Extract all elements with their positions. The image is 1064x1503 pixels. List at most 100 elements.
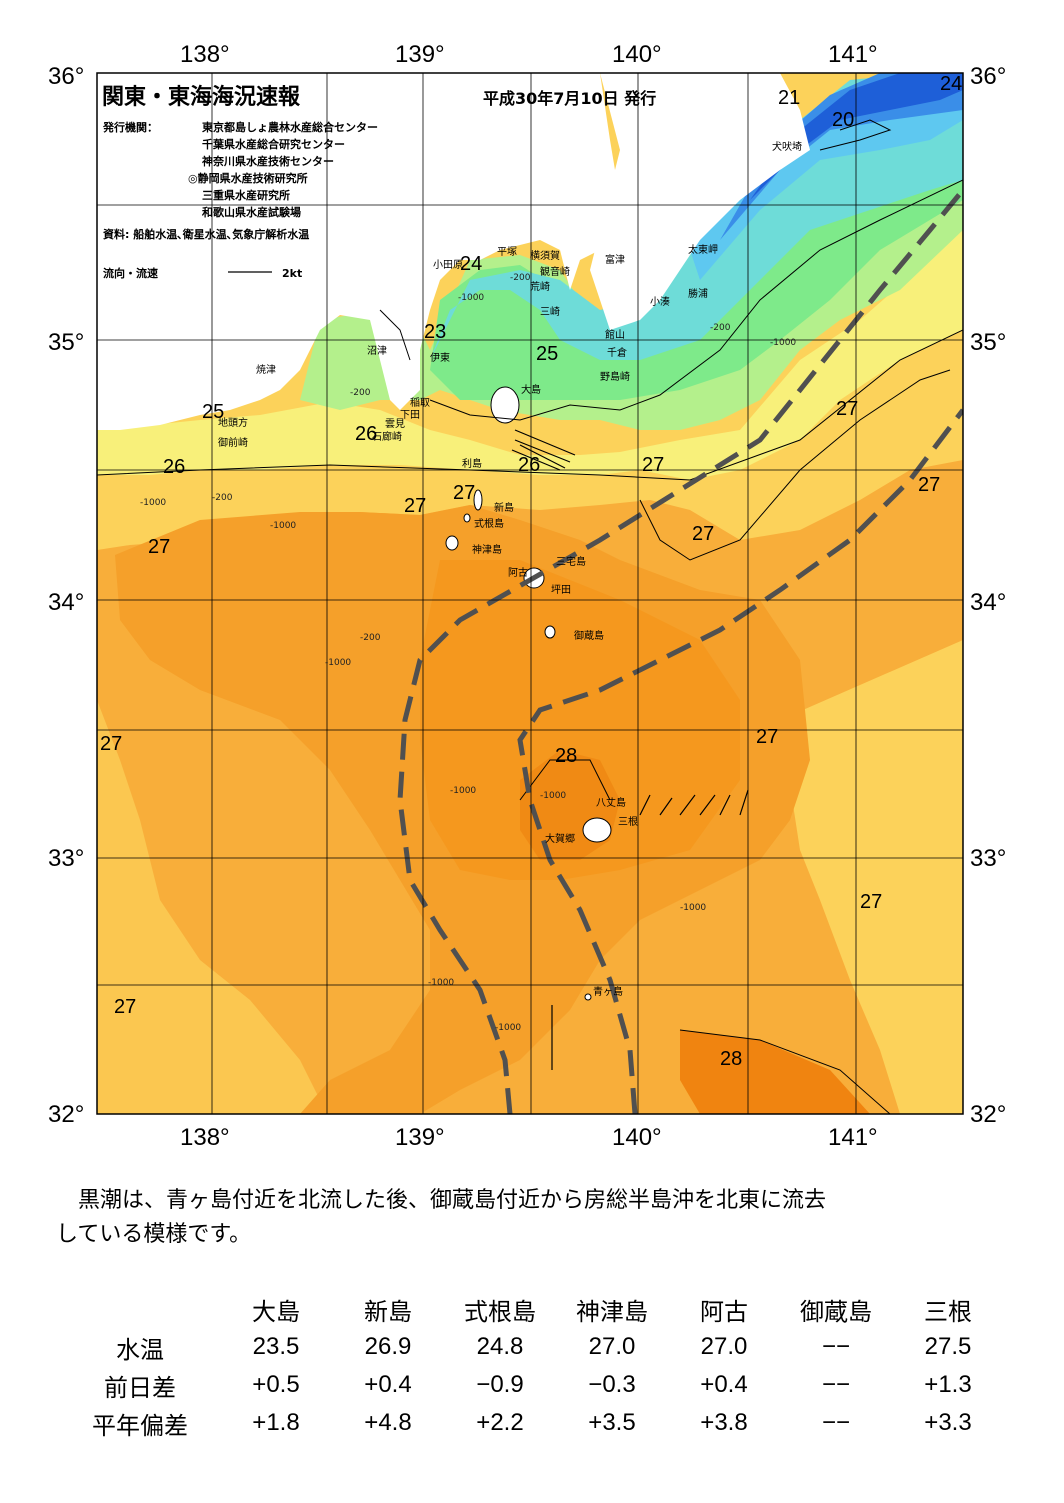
lat-label-32-right: 32° <box>970 1101 1006 1128</box>
map-frame <box>96 72 964 1115</box>
lon-label-140-bottom: 140° <box>612 1124 662 1151</box>
column-header: 神津島 <box>576 1297 648 1326</box>
table-cell: +0.4 <box>364 1371 412 1398</box>
kuroshio-axis <box>397 188 963 1114</box>
island-temperature-table: 大島 新島 式根島 神津島 阿古 御蔵島 三根 水温 23.5 26.9 24.… <box>60 1290 1004 1442</box>
isotherm-label: 27 <box>836 398 858 420</box>
issuer-2: 千葉県水産総合研究センター <box>202 137 345 151</box>
row-header: 水温 <box>116 1335 164 1364</box>
isotherm-label: 27 <box>453 482 475 504</box>
lat-label-36-left: 36° <box>48 63 84 90</box>
table-row: 平年偏差 +1.8 +4.8 +2.2 +3.5 +3.8 −− +3.3 <box>60 1404 1004 1442</box>
place-label: 犬吠埼 <box>772 140 802 153</box>
table-cell: +3.8 <box>700 1409 748 1436</box>
place-label: 式根島 <box>474 517 504 530</box>
lat-label-33-right: 33° <box>970 845 1006 872</box>
table-cell: +4.8 <box>364 1409 412 1436</box>
issuer-5: 三重県水産研究所 <box>202 188 290 202</box>
lon-label-139-top: 139° <box>395 41 445 68</box>
table-cell: +1.8 <box>252 1409 300 1436</box>
table-cell: −− <box>821 1333 851 1360</box>
depth-label: -1000 <box>140 498 166 508</box>
isotherm-label: 27 <box>918 474 940 496</box>
table-cell: +0.4 <box>700 1371 748 1398</box>
column-header: 阿古 <box>700 1297 748 1326</box>
issuer-6: 和歌山県水産試験場 <box>202 205 301 219</box>
column-header: 式根島 <box>464 1297 536 1326</box>
map-title: 関東・東海海況速報 <box>102 84 301 110</box>
place-label: 御前崎 <box>218 436 248 449</box>
lat-label-34-left: 34° <box>48 589 84 616</box>
isotherm-label: 27 <box>404 495 426 517</box>
isotherm-label: 27 <box>100 733 122 755</box>
column-header: 御蔵島 <box>800 1297 872 1326</box>
isotherm-label: 23 <box>424 321 446 343</box>
isotherm-label: 25 <box>202 401 224 423</box>
depth-label: -1000 <box>458 293 484 303</box>
place-label: 御蔵島 <box>574 629 604 642</box>
table-cell: +3.5 <box>588 1409 636 1436</box>
lat-label-35-right: 35° <box>970 329 1006 356</box>
table-cell: −0.3 <box>588 1371 636 1398</box>
depth-label: -200 <box>350 388 371 398</box>
isotherm-label: 27 <box>148 536 170 558</box>
lon-label-138-top: 138° <box>180 41 230 68</box>
place-label: 野島崎 <box>600 370 630 383</box>
place-label: 千倉 <box>607 346 627 359</box>
place-label: 小田原 <box>433 259 463 271</box>
row-header: 平年偏差 <box>92 1411 188 1440</box>
place-label: 八丈島 <box>596 796 626 809</box>
issuer-3: 神奈川県水産技術センター <box>202 154 334 168</box>
place-label: 観音崎 <box>540 265 570 278</box>
table-cell: +2.2 <box>476 1409 524 1436</box>
place-label: 沼津 <box>367 344 387 357</box>
isotherm-label: 27 <box>692 523 714 545</box>
depth-label: -200 <box>360 633 381 643</box>
issuer-label: 発行機関： <box>102 120 158 134</box>
column-header: 新島 <box>364 1297 412 1326</box>
place-label: 焼津 <box>256 364 276 376</box>
data-source: 資料: 船舶水温､衛星水温､気象庁解析水温 <box>103 227 309 241</box>
table-cell: +3.3 <box>924 1409 972 1436</box>
place-label: 石廊崎 <box>372 430 402 443</box>
table-header-row: 大島 新島 式根島 神津島 阿古 御蔵島 三根 <box>60 1290 1004 1328</box>
place-label: 大島 <box>521 383 541 396</box>
isotherm-label: 27 <box>642 454 664 476</box>
depth-label: -1000 <box>270 521 296 531</box>
place-label: 神津島 <box>472 543 502 556</box>
isotherm-label: 27 <box>114 996 136 1018</box>
table-row: 水温 23.5 26.9 24.8 27.0 27.0 −− 27.5 <box>60 1328 1004 1366</box>
depth-labels: -200 -1000 -200 -200 -1000 -1000 -200 -1… <box>140 273 796 1033</box>
table-corner <box>60 1290 220 1328</box>
isotherm-label: 27 <box>860 891 882 913</box>
depth-label: -200 <box>510 273 531 283</box>
isotherm-lines <box>97 119 963 1114</box>
axis-labels: 138° 139° 140° 141° 138° 139° 140° 141° … <box>48 41 1006 1151</box>
place-label: 新島 <box>494 501 514 514</box>
table-cell: 27.0 <box>588 1333 636 1360</box>
table-cell: +0.5 <box>252 1371 300 1398</box>
isotherm-label: 26 <box>355 423 377 445</box>
place-label: 太東岬 <box>688 243 718 256</box>
lat-label-33-left: 33° <box>48 845 84 872</box>
grid <box>97 73 963 1114</box>
place-label: 館山 <box>605 328 625 341</box>
current-vectors <box>228 271 749 1070</box>
depth-label: -1000 <box>770 338 796 348</box>
place-label: 坪田 <box>551 583 571 596</box>
table-row: 前日差 +0.5 +0.4 −0.9 −0.3 +0.4 −− +1.3 <box>60 1366 1004 1404</box>
place-label: 勝浦 <box>688 287 708 300</box>
depth-label: -200 <box>212 493 233 503</box>
issue-date: 平成30年7月10日 発行 <box>483 89 656 108</box>
place-label: 三崎 <box>540 305 560 318</box>
place-label: 三根 <box>618 815 638 828</box>
lon-label-140-top: 140° <box>612 41 662 68</box>
depth-label: -1000 <box>325 658 351 668</box>
place-label: 伊東 <box>430 351 450 364</box>
place-label: 地頭方 <box>218 416 248 429</box>
place-label: 三宅島 <box>556 555 586 568</box>
lon-label-141-top: 141° <box>828 41 878 68</box>
table-cell: −− <box>821 1409 851 1436</box>
commentary: 黒潮は、青ヶ島付近を北流した後、御蔵島付近から房総半島沖を北東に流去 している模… <box>56 1184 1016 1252</box>
isotherm-label: 24 <box>460 253 482 275</box>
